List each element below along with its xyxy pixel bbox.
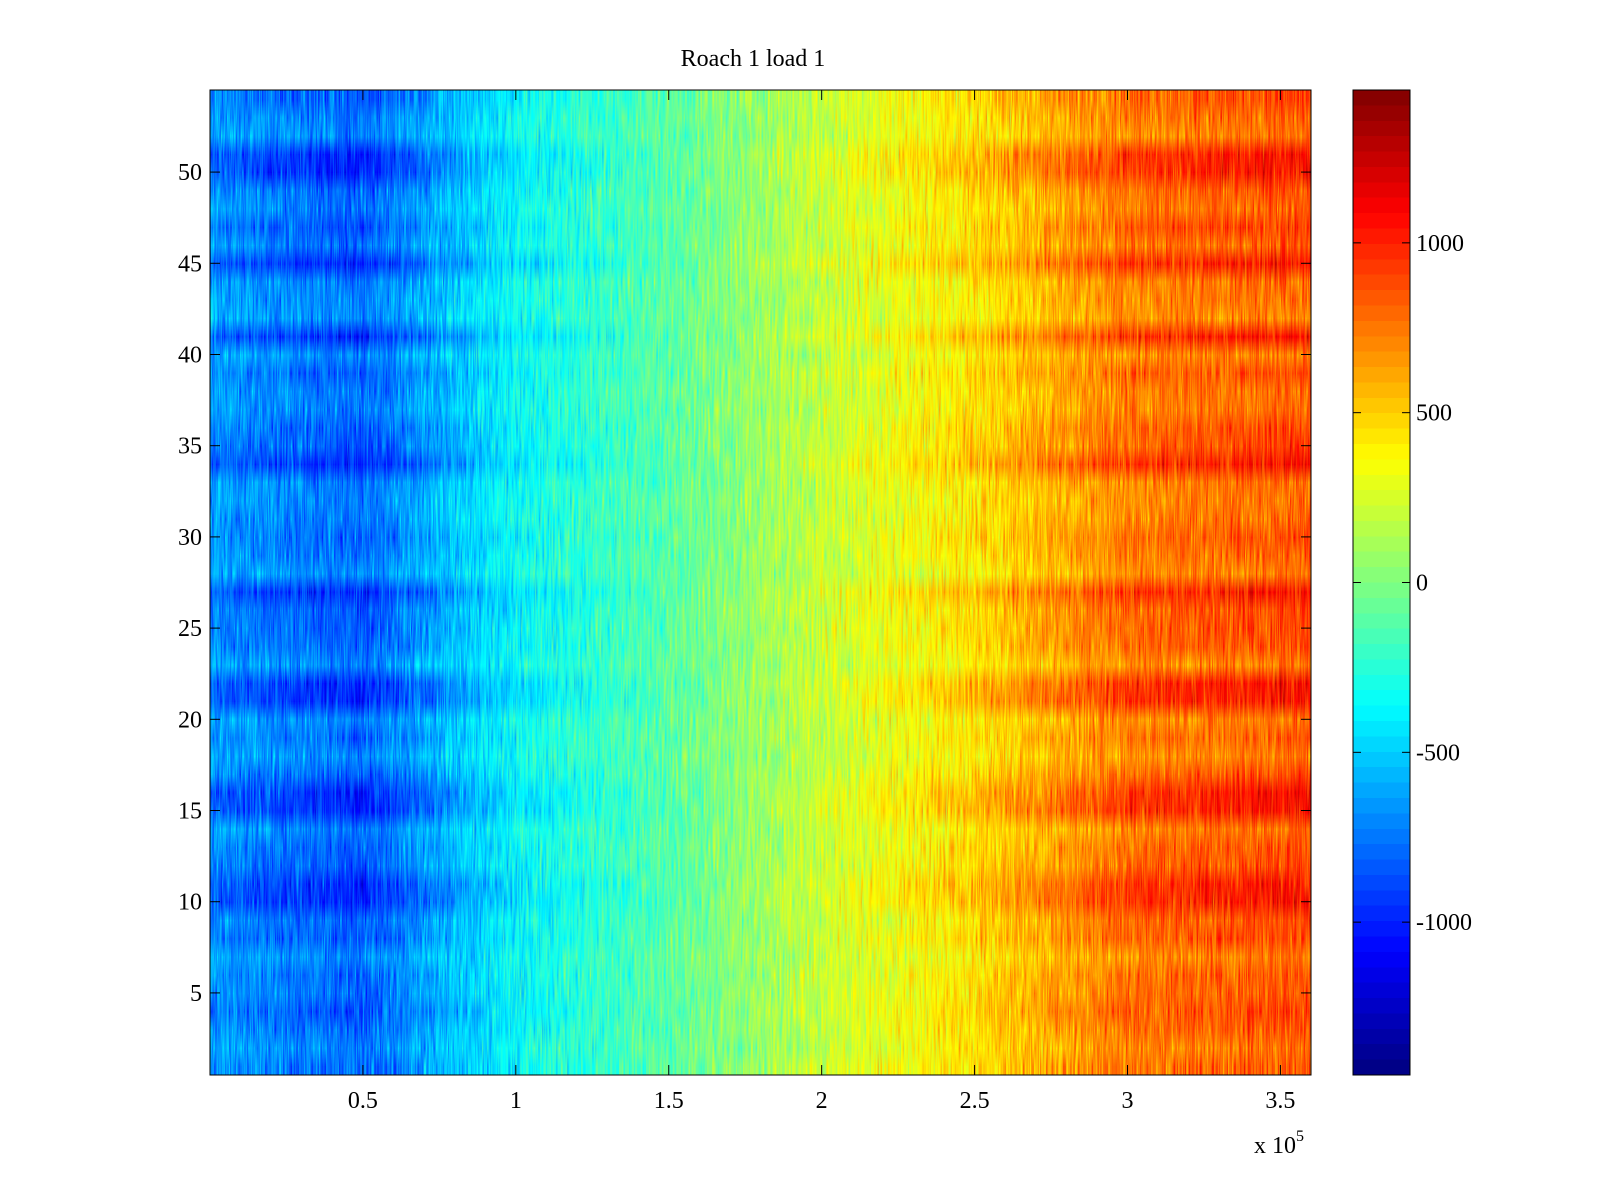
x-multiplier-base: x 10 — [1254, 1133, 1296, 1159]
heatmap-cells — [210, 90, 1311, 1075]
y-tick-label: 5 — [190, 981, 202, 1007]
heatmap-image — [210, 90, 1311, 1075]
colorbar-tick-label: 1000 — [1416, 231, 1464, 257]
chart-title: Roach 1 load 1 — [681, 46, 826, 72]
colorbar-tick-label: -500 — [1416, 740, 1460, 766]
y-tick-label: 10 — [178, 890, 202, 916]
colorbar-tick-label: 500 — [1416, 401, 1452, 427]
x-multiplier-label: x 105 — [1254, 1128, 1304, 1159]
y-tick-label: 40 — [178, 342, 202, 368]
x-tick-label: 0.5 — [348, 1088, 378, 1114]
y-tick-label: 15 — [178, 799, 202, 825]
x-multiplier-exponent: 5 — [1296, 1128, 1304, 1145]
x-tick-label: 3 — [1122, 1088, 1134, 1114]
y-tick-label: 45 — [178, 251, 202, 277]
x-tick-label: 1.5 — [654, 1088, 684, 1114]
plot-area-frame — [209, 89, 1312, 1076]
y-tick-label: 25 — [178, 616, 202, 642]
y-tick-label: 30 — [178, 525, 202, 551]
colorbar: -1000 -500 0 500 1000 — [1352, 89, 1472, 1076]
y-tick-label: 50 — [178, 160, 202, 186]
y-tick-label: 20 — [178, 707, 202, 733]
y-tick-label: 35 — [178, 434, 202, 460]
colorbar-gradient — [1353, 90, 1410, 1075]
colorbar-tick-label: -1000 — [1416, 910, 1472, 936]
colorbar-ticks: -1000 -500 0 500 1000 — [1353, 231, 1472, 936]
colorbar-tick-label: 0 — [1416, 571, 1428, 597]
x-tick-label: 2.5 — [960, 1088, 990, 1114]
y-axis: 5 10 15 20 25 30 35 40 45 50 — [178, 160, 1311, 1007]
x-tick-label: 2 — [816, 1088, 828, 1114]
x-axis: 0.5 1 1.5 2 2.5 3 3.5 — [348, 90, 1295, 1114]
x-tick-label: 3.5 — [1265, 1088, 1295, 1114]
x-tick-label: 1 — [510, 1088, 522, 1114]
